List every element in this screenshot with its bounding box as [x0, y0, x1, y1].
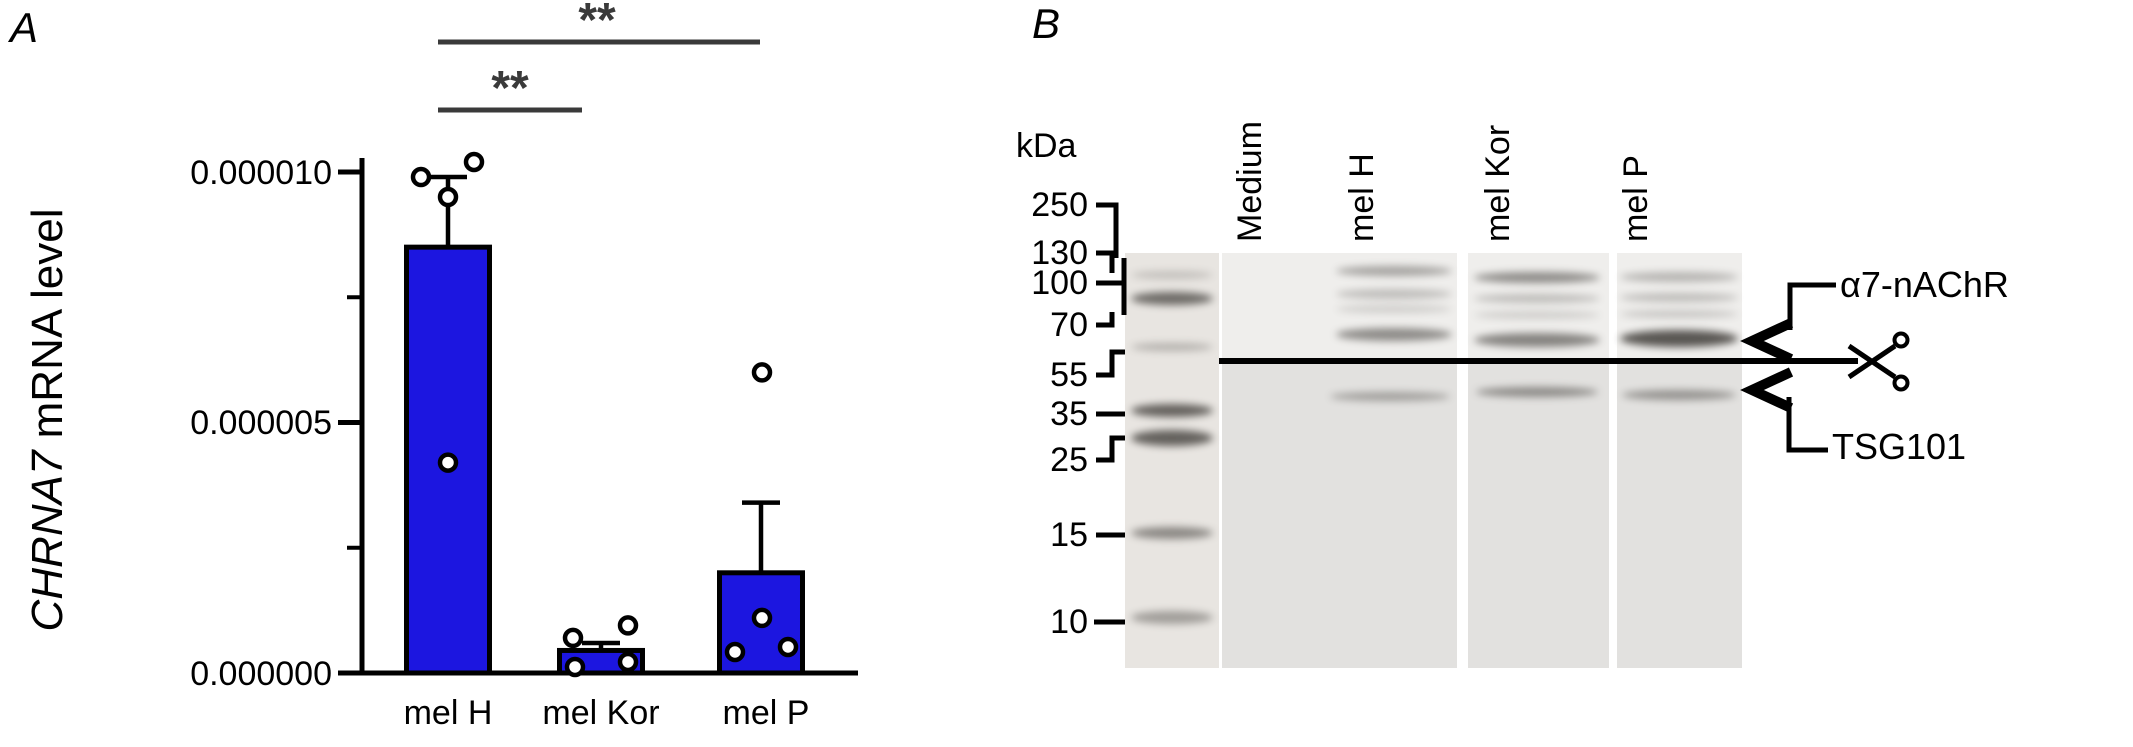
marker-tick-25kda	[1096, 435, 1125, 463]
blot-band-mel-Kor	[1474, 272, 1600, 283]
xlabel-mel-kor: mel Kor	[542, 694, 659, 732]
blot-band-mel-Kor	[1474, 294, 1600, 303]
alpha7-connector-line	[1787, 282, 1836, 330]
data-point-mel P	[777, 636, 799, 658]
blot-band-ladder	[1131, 611, 1213, 624]
membrane-melKor	[1468, 253, 1609, 668]
scissors-icon	[1847, 331, 1910, 392]
y-axis-title: CHRNA7 mRNA level	[23, 209, 72, 632]
marker-label-15kda: 15	[1050, 516, 1088, 554]
significance-bars	[438, 39, 760, 113]
data-point-mel H	[437, 452, 459, 473]
blot-band-mel-P	[1620, 330, 1738, 347]
blot-band-ladder	[1131, 271, 1213, 279]
marker-label-55kda: 55	[1050, 356, 1088, 394]
data-point-mel H	[437, 186, 459, 208]
data-point-mel H	[463, 151, 485, 173]
marker-label-10kda: 10	[1050, 603, 1088, 641]
lane-label-mel-p: mel P	[1617, 155, 1655, 242]
data-point-mel P	[751, 362, 773, 383]
blot-band-mel-P	[1620, 310, 1738, 318]
marker-label-25kda: 25	[1050, 441, 1088, 479]
blot-band-mel-P	[1620, 272, 1738, 282]
blot-band-ladder	[1131, 292, 1213, 305]
data-point-mel Kor	[617, 651, 639, 673]
membrane-melP	[1617, 253, 1742, 668]
panel-b-label: B	[1032, 0, 1061, 47]
kda-unit-label: kDa	[1016, 127, 1077, 165]
panel-a-chart: A ** ** 0.000010 0.000005 0.000000 mel H…	[7, 0, 858, 732]
ytick-label-0: 0.000000	[190, 655, 332, 693]
marker-tick-250kda	[1096, 202, 1119, 258]
marker-label-100kda: 100	[1031, 264, 1088, 302]
blot-band-mel-Kor	[1474, 311, 1600, 319]
data-point-mel P	[751, 607, 773, 629]
membrane-medium-melH	[1222, 253, 1457, 668]
data-point-mel Kor	[617, 615, 639, 636]
blot-band-mel-H	[1336, 266, 1452, 276]
sig-stars-melH-melKor: **	[491, 62, 529, 115]
marker-label-130kda: 130	[1031, 234, 1088, 272]
tsg101-band-arrow-icon	[1740, 367, 1794, 413]
marker-label-250kda: 250	[1031, 186, 1088, 224]
ytick-label-5: 0.000005	[190, 404, 332, 442]
blot-band-mel-P	[1620, 293, 1738, 302]
blot-band-ladder	[1131, 404, 1213, 417]
panel-a-label: A	[7, 4, 38, 51]
lane-label-mel-kor: mel Kor	[1479, 124, 1517, 242]
alpha7-band-arrow-icon	[1740, 318, 1794, 364]
data-point-mel H	[410, 166, 432, 188]
tsg101-label: TSG101	[1832, 426, 1967, 467]
data-point-mel Kor	[562, 627, 584, 649]
blot-band-mel-P	[1622, 390, 1736, 400]
ytick-label-10: 0.000010	[190, 154, 332, 192]
y-axis-title-rest: mRNA level	[23, 209, 72, 439]
tsg101-connector-line	[1786, 397, 1828, 453]
lane-label-medium: Medium	[1231, 121, 1269, 242]
marker-label-35kda: 35	[1050, 395, 1088, 433]
marker-tick-130kda	[1096, 250, 1115, 273]
blot-band-mel-H	[1330, 392, 1450, 401]
blot-band-mel-Kor	[1474, 333, 1600, 347]
data-point-mel P	[724, 641, 746, 663]
marker-label-70kda: 70	[1050, 306, 1088, 344]
blot-band-ladder	[1131, 343, 1213, 351]
alpha7-nachr-label: α7-nAChR	[1840, 264, 2009, 305]
blot-band-mel-H	[1336, 328, 1452, 341]
blot-band-mel-H	[1336, 305, 1452, 313]
xlabel-mel-p: mel P	[723, 694, 810, 732]
ladder-lane	[1125, 253, 1219, 668]
sig-stars-melH-melP: **	[578, 0, 616, 47]
blot-band-mel-H	[1336, 289, 1452, 299]
marker-tick-70kda	[1096, 312, 1115, 328]
lane-label-mel-h: mel H	[1343, 153, 1381, 242]
blot-band-ladder	[1131, 527, 1213, 539]
data-point-mel Kor	[564, 656, 586, 678]
marker-tick-55kda	[1096, 349, 1125, 378]
blot-band-mel-Kor	[1476, 387, 1598, 397]
y-axis-title-gene: CHRNA7	[23, 449, 72, 631]
marker-tick-100kda	[1096, 258, 1127, 315]
blot-band-ladder	[1131, 430, 1213, 446]
xlabel-mel-h: mel H	[404, 694, 493, 732]
